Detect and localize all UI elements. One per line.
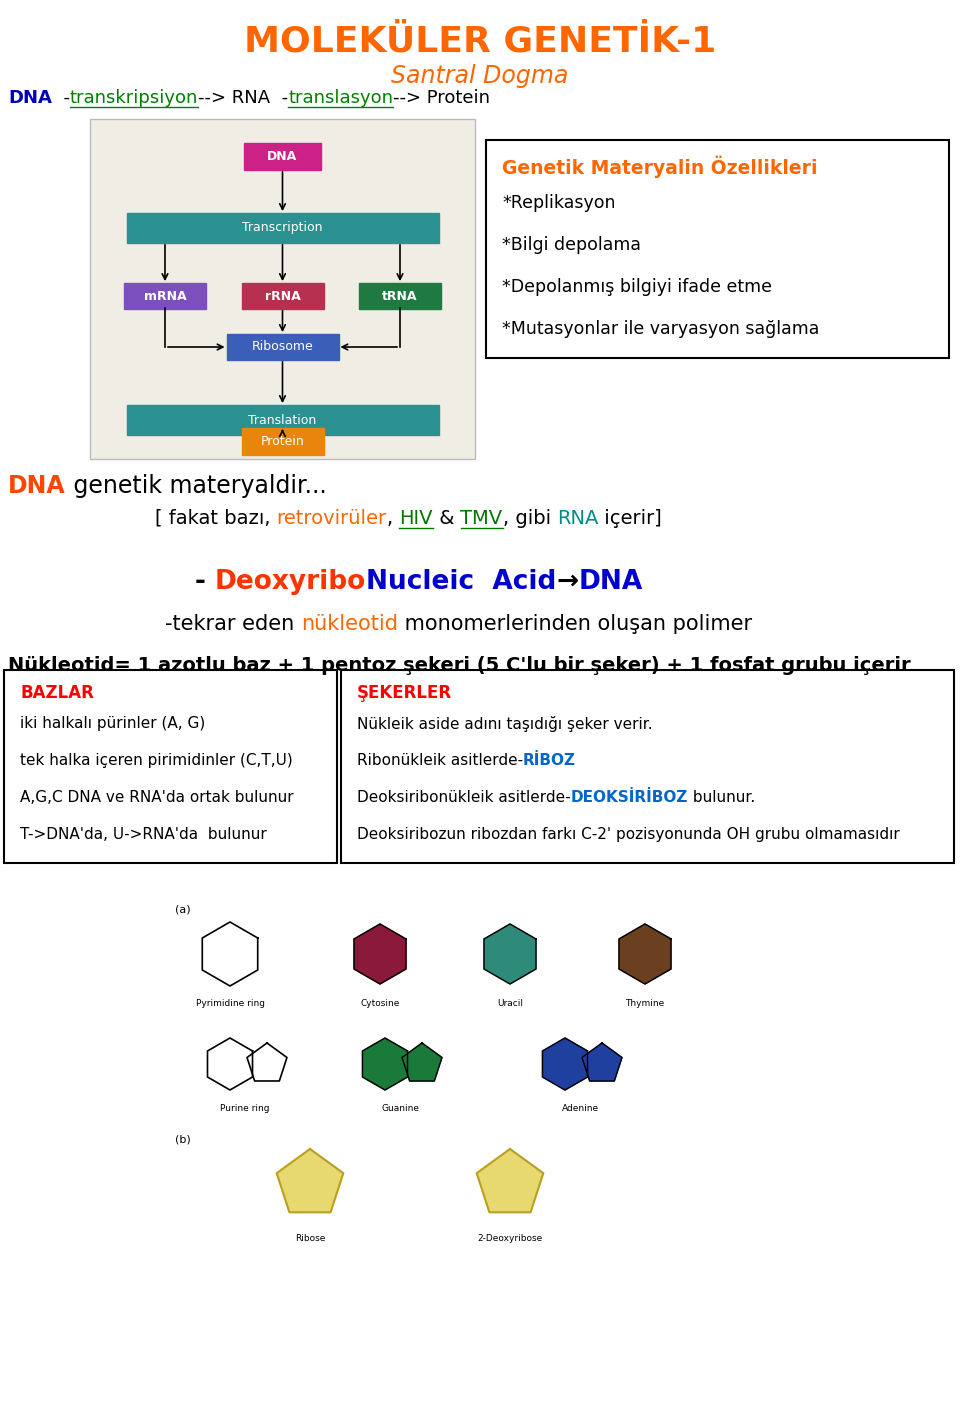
Text: --> Protein: --> Protein: [394, 88, 491, 107]
Text: MOLEKÜLER GENETİK-1: MOLEKÜLER GENETİK-1: [244, 24, 716, 58]
Polygon shape: [402, 1042, 442, 1081]
Polygon shape: [276, 1149, 344, 1212]
FancyBboxPatch shape: [90, 120, 475, 459]
Text: &: &: [433, 508, 461, 528]
FancyBboxPatch shape: [127, 404, 439, 434]
Text: T->DNA'da, U->RNA'da  bulunur: T->DNA'da, U->RNA'da bulunur: [20, 827, 267, 842]
Polygon shape: [477, 1149, 543, 1212]
Text: monomerlerinden oluşan polimer: monomerlerinden oluşan polimer: [397, 614, 752, 634]
Text: DNA: DNA: [8, 88, 52, 107]
Polygon shape: [542, 1038, 588, 1089]
Text: →: →: [557, 570, 579, 595]
Text: bulunur.: bulunur.: [688, 790, 756, 805]
Text: nükleotid: nükleotid: [300, 614, 397, 634]
Text: Ribonükleik asitlerde-: Ribonükleik asitlerde-: [357, 753, 523, 768]
Text: RNA: RNA: [557, 508, 598, 528]
Text: iki halkalı pürinler (A, G): iki halkalı pürinler (A, G): [20, 716, 205, 731]
Text: DNA: DNA: [8, 474, 65, 498]
FancyBboxPatch shape: [244, 142, 321, 169]
Text: Deoksiribozun ribozdan farkı C-2' pozisyonunda OH grubu olmamasıdır: Deoksiribozun ribozdan farkı C-2' pozisy…: [357, 827, 900, 842]
Text: Purine ring: Purine ring: [220, 1104, 270, 1114]
Text: Protein: Protein: [260, 434, 304, 449]
Text: -tekrar eden: -tekrar eden: [165, 614, 300, 634]
Text: mRNA: mRNA: [144, 289, 186, 302]
Text: rRNA: rRNA: [265, 289, 300, 302]
FancyBboxPatch shape: [242, 283, 324, 309]
Text: Guanine: Guanine: [381, 1104, 419, 1114]
Text: tek halka içeren pirimidinler (C,T,U): tek halka içeren pirimidinler (C,T,U): [20, 753, 293, 768]
Text: Ribose: Ribose: [295, 1235, 325, 1243]
Text: Genetik Materyalin Özellikleri: Genetik Materyalin Özellikleri: [502, 157, 818, 178]
Text: *Depolanmış bilgiyi ifade etme: *Depolanmış bilgiyi ifade etme: [502, 278, 772, 296]
Text: DNA: DNA: [579, 570, 643, 595]
Text: Deoksiribonükleik asitlerde-: Deoksiribonükleik asitlerde-: [357, 790, 570, 805]
Text: BAZLAR: BAZLAR: [20, 684, 94, 702]
FancyBboxPatch shape: [227, 335, 339, 360]
Text: *Replikasyon: *Replikasyon: [502, 194, 615, 212]
Text: *Bilgi depolama: *Bilgi depolama: [502, 236, 641, 253]
Text: DNA: DNA: [268, 150, 298, 162]
FancyBboxPatch shape: [359, 283, 441, 309]
Text: tRNA: tRNA: [382, 289, 418, 302]
Text: (b): (b): [175, 1134, 191, 1143]
Text: Adenine: Adenine: [562, 1104, 599, 1114]
Text: Cytosine: Cytosine: [360, 1000, 399, 1008]
Text: Deoxyribo: Deoxyribo: [215, 570, 367, 595]
Text: translasyon: translasyon: [288, 88, 394, 107]
Polygon shape: [582, 1042, 622, 1081]
Text: ,: ,: [387, 508, 399, 528]
Text: Translation: Translation: [249, 413, 317, 427]
Text: ŞEKERLER: ŞEKERLER: [357, 684, 452, 702]
FancyBboxPatch shape: [341, 671, 954, 863]
Text: HIV: HIV: [399, 508, 433, 528]
Text: RİBOZ: RİBOZ: [523, 753, 576, 768]
FancyBboxPatch shape: [4, 671, 337, 863]
Text: Pyrimidine ring: Pyrimidine ring: [196, 1000, 265, 1008]
Text: [ fakat bazı,: [ fakat bazı,: [155, 508, 276, 528]
Text: (a): (a): [175, 904, 191, 914]
FancyBboxPatch shape: [127, 214, 439, 244]
Text: , gibi: , gibi: [503, 508, 557, 528]
Text: Transcription: Transcription: [242, 222, 323, 235]
Text: Nükleotid= 1 azotlu baz + 1 pentoz şekeri (5 C'lu bir şeker) + 1 fosfat grubu iç: Nükleotid= 1 azotlu baz + 1 pentoz şeker…: [8, 656, 911, 675]
Text: --> RNA  -: --> RNA -: [199, 88, 288, 107]
Polygon shape: [247, 1042, 287, 1081]
FancyBboxPatch shape: [486, 140, 949, 357]
Text: DEOKSİRİBOZ: DEOKSİRİBOZ: [570, 790, 688, 805]
FancyBboxPatch shape: [124, 283, 206, 309]
Polygon shape: [484, 924, 536, 984]
FancyBboxPatch shape: [242, 429, 324, 456]
Polygon shape: [363, 1038, 407, 1089]
Text: Uracil: Uracil: [497, 1000, 523, 1008]
Text: TMV: TMV: [461, 508, 503, 528]
Text: Nucleic  Acid: Nucleic Acid: [367, 570, 557, 595]
Text: transkripsiyon: transkripsiyon: [70, 88, 199, 107]
Text: Ribosome: Ribosome: [252, 340, 313, 353]
Text: Santral Dogma: Santral Dogma: [392, 64, 568, 88]
Polygon shape: [354, 924, 406, 984]
Text: -: -: [52, 88, 70, 107]
Text: A,G,C DNA ve RNA'da ortak bulunur: A,G,C DNA ve RNA'da ortak bulunur: [20, 790, 294, 805]
Text: *Mutasyonlar ile varyasyon sağlama: *Mutasyonlar ile varyasyon sağlama: [502, 320, 820, 337]
Text: Nükleik aside adını taşıdığı şeker verir.: Nükleik aside adını taşıdığı şeker verir…: [357, 716, 653, 732]
Text: genetik materyaldir...: genetik materyaldir...: [65, 474, 326, 498]
Text: içerir]: içerir]: [598, 508, 662, 528]
Text: Thymine: Thymine: [625, 1000, 664, 1008]
Text: -: -: [195, 570, 215, 595]
Polygon shape: [619, 924, 671, 984]
Text: retrovirüler: retrovirüler: [276, 508, 387, 528]
Text: 2-Deoxyribose: 2-Deoxyribose: [477, 1235, 542, 1243]
